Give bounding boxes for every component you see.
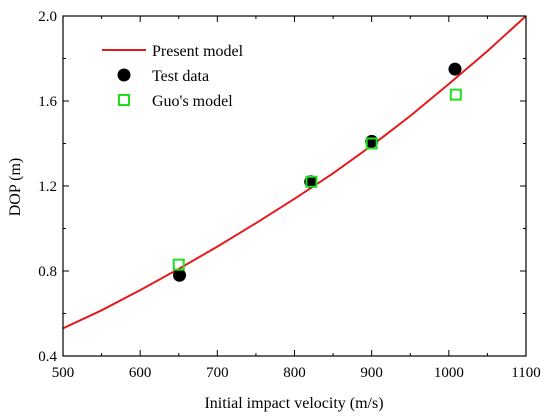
x-tick-label: 600 <box>129 365 152 381</box>
guo-model-point <box>172 258 185 271</box>
legend-label: Test data <box>152 68 209 85</box>
guo-model-point <box>449 88 462 101</box>
test-data-point <box>173 268 187 282</box>
x-axis-label: Initial impact velocity (m/s) <box>204 395 383 412</box>
present-model-line <box>63 16 526 330</box>
legend-label: Present model <box>152 43 244 60</box>
y-tick-label: 1.2 <box>38 179 57 195</box>
legend-label: Guo's model <box>152 93 233 110</box>
y-tick-label: 2.0 <box>38 9 57 25</box>
x-tick-label: 1000 <box>434 365 464 381</box>
axes: 500 600 700 800 900 1000 1100 0.4 0.8 1.2 1.6 2.0 <box>38 9 540 381</box>
y-tick-label: 0.4 <box>38 349 57 365</box>
y-tick-label: 0.8 <box>38 264 57 280</box>
legend-swatch-circle <box>117 68 131 82</box>
legend-swatch-square <box>118 94 130 106</box>
guo-model-point <box>365 137 378 150</box>
x-tick-label: 900 <box>360 365 383 381</box>
plot-area <box>63 16 526 330</box>
guo-model-point <box>305 175 318 188</box>
x-tick-label: 1100 <box>511 365 540 381</box>
x-tick-label: 500 <box>52 365 75 381</box>
x-tick-label: 800 <box>283 365 306 381</box>
legend: Present model Test data Guo's model <box>102 43 244 110</box>
test-data-point <box>448 62 462 76</box>
x-tick-label: 700 <box>206 365 229 381</box>
y-axis-label: DOP (m) <box>7 158 24 217</box>
y-tick-label: 1.6 <box>38 94 57 110</box>
